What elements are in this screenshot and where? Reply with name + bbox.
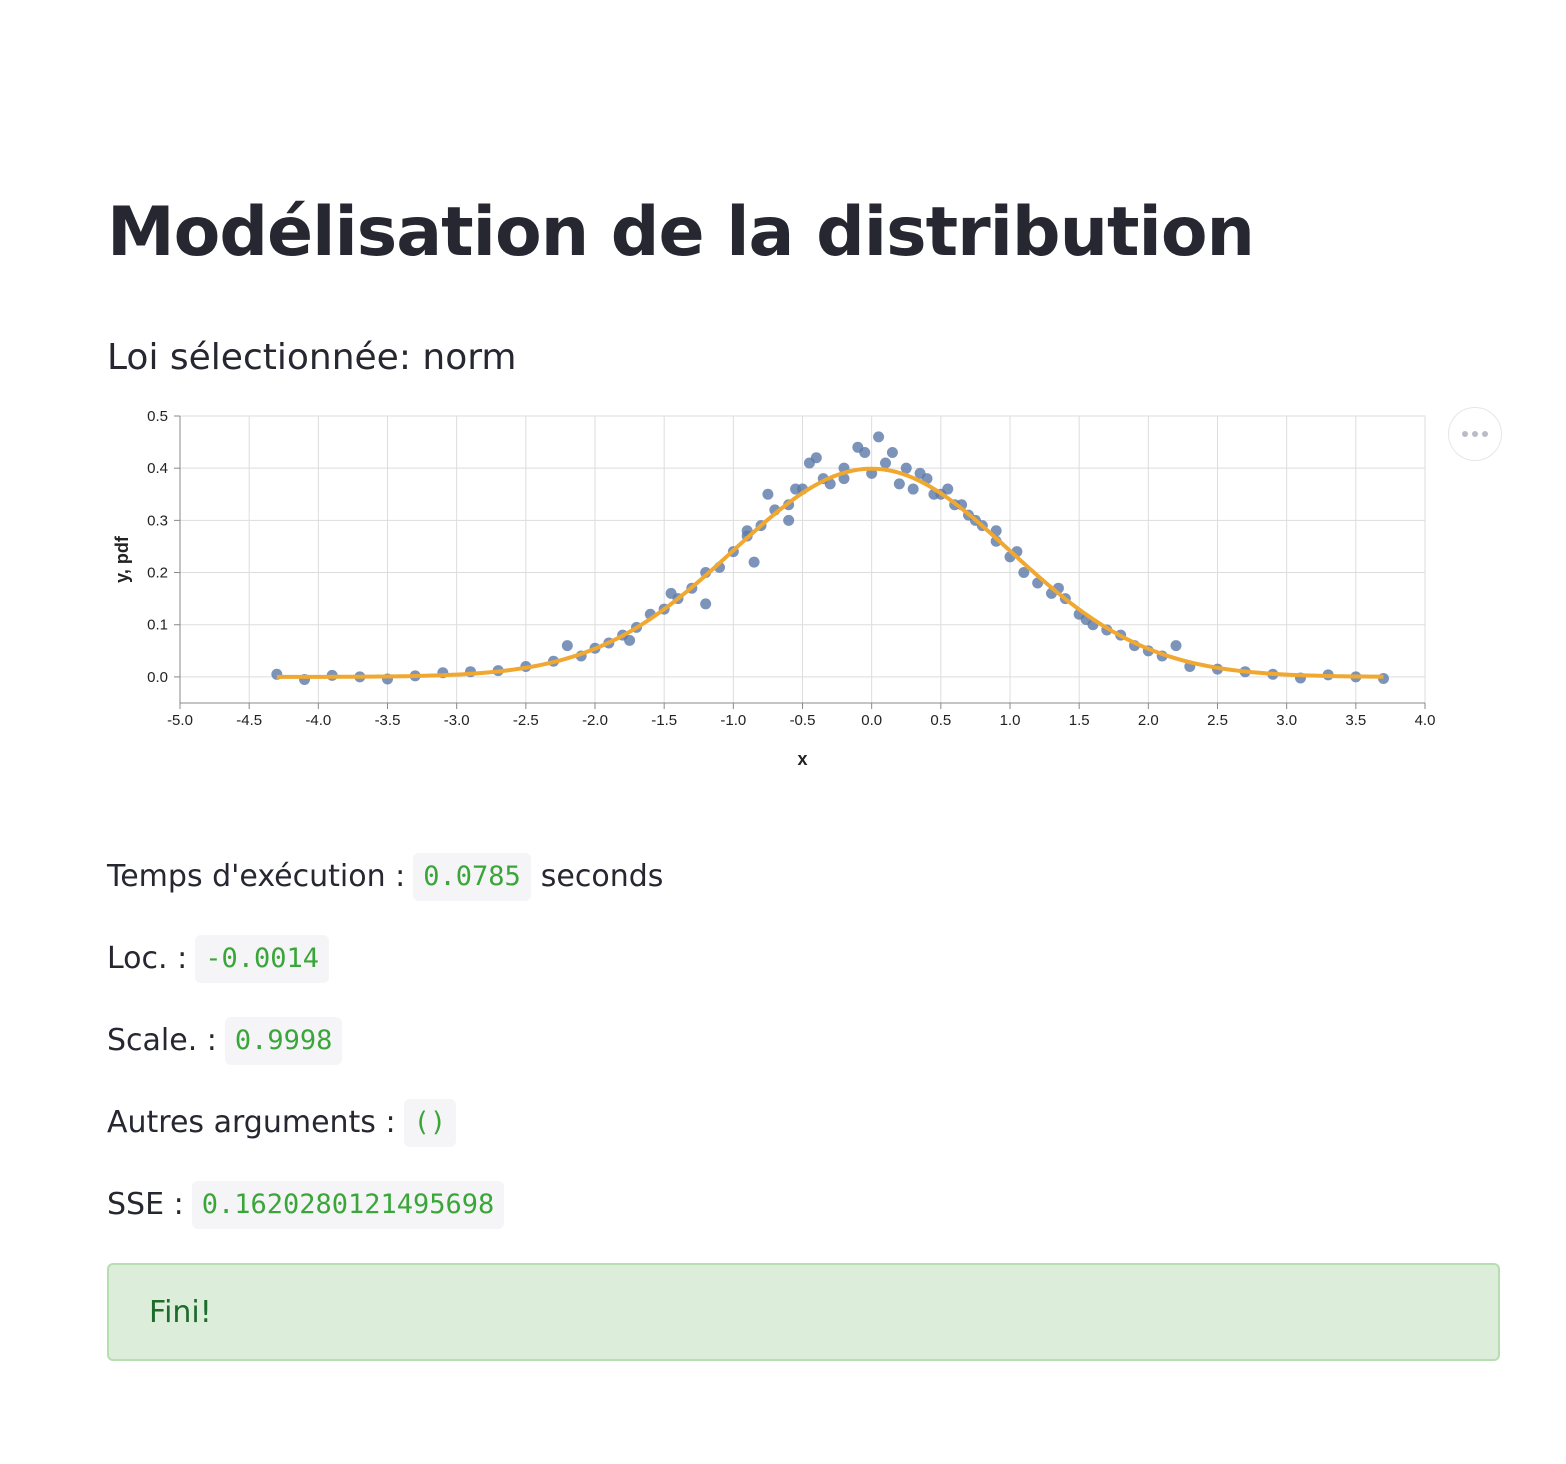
args-row: Autres arguments : () xyxy=(107,1099,457,1147)
scale-value: 0.9998 xyxy=(224,1017,343,1065)
x-tick-label: 0.5 xyxy=(930,712,951,729)
data-point xyxy=(665,587,677,599)
y-tick-label: 0.3 xyxy=(147,512,168,529)
data-point xyxy=(907,483,919,495)
x-tick-label: 4.0 xyxy=(1415,712,1436,729)
data-point xyxy=(873,431,885,443)
x-tick-label: -3.0 xyxy=(444,712,470,729)
x-tick-label: -2.0 xyxy=(582,712,608,729)
more-horizontal-icon xyxy=(1462,431,1468,437)
data-point xyxy=(783,514,795,526)
x-tick-label: -0.5 xyxy=(790,712,816,729)
x-tick-label: -4.0 xyxy=(305,712,331,729)
x-tick-label: 1.5 xyxy=(1069,712,1090,729)
data-point xyxy=(624,634,636,646)
data-point xyxy=(700,598,712,610)
scale-label: Scale. : xyxy=(107,1023,217,1058)
page-title: Modélisation de la distribution xyxy=(107,193,1255,272)
x-tick-label: 3.0 xyxy=(1276,712,1297,729)
loc-value: -0.0014 xyxy=(195,935,330,983)
x-tick-label: -1.0 xyxy=(720,712,746,729)
sse-row: SSE : 0.1620280121495698 xyxy=(107,1181,505,1229)
data-point xyxy=(561,640,573,652)
chart-menu-button[interactable] xyxy=(1448,407,1502,461)
chart-grid xyxy=(179,415,1426,704)
y-tick-label: 0.4 xyxy=(147,460,168,477)
x-tick-label: 2.5 xyxy=(1207,712,1228,729)
x-tick-label: 3.5 xyxy=(1345,712,1366,729)
section-title: Loi sélectionnée: norm xyxy=(107,337,517,378)
execution-time-value: 0.0785 xyxy=(413,853,531,901)
data-point xyxy=(1018,567,1030,579)
y-tick-label: 0.1 xyxy=(147,617,168,634)
x-tick-label: -3.5 xyxy=(375,712,401,729)
pdf-fit-line xyxy=(276,466,1384,679)
data-point xyxy=(900,462,912,474)
more-dot xyxy=(1482,431,1488,437)
loc-row: Loc. : -0.0014 xyxy=(107,935,330,983)
data-point xyxy=(880,457,891,469)
args-label: Autres arguments : xyxy=(107,1105,396,1140)
y-tick-label: 0.2 xyxy=(147,565,168,582)
sse-value: 0.1620280121495698 xyxy=(191,1181,505,1229)
more-dot xyxy=(1472,431,1478,437)
x-tick-label: -4.5 xyxy=(236,712,262,729)
data-point xyxy=(803,457,815,469)
x-tick-label: -1.5 xyxy=(651,712,677,729)
execution-time-row: Temps d'exécution : 0.0785 seconds xyxy=(107,853,663,901)
data-point xyxy=(748,556,760,568)
data-point xyxy=(914,467,926,479)
data-point xyxy=(886,447,898,459)
x-tick-label: 1.0 xyxy=(1000,712,1021,729)
loc-label: Loc. : xyxy=(107,941,188,976)
y-axis-title: y, pdf xyxy=(112,535,132,583)
data-point xyxy=(942,483,954,495)
chart-fit-line xyxy=(276,466,1384,679)
scale-row: Scale. : 0.9998 xyxy=(107,1017,343,1065)
data-point xyxy=(1170,640,1182,652)
x-tick-label: 0.0 xyxy=(861,712,882,729)
execution-time-label: Temps d'exécution : xyxy=(107,859,406,894)
x-tick-label: 2.0 xyxy=(1138,712,1159,729)
chart-axes: -5.0 -4.5 -4.0 -3.5 -3.0 -2.5 -2.0 -1.5 -1.0 -0.5… xyxy=(112,408,1435,769)
y-tick-label: 0.0 xyxy=(147,669,168,686)
args-value: () xyxy=(403,1099,457,1147)
success-alert: Fini! xyxy=(107,1263,1500,1361)
x-tick-label: -2.5 xyxy=(513,712,539,729)
success-message: Fini! xyxy=(149,1294,212,1330)
x-tick-label: -5.0 xyxy=(167,712,193,729)
data-point xyxy=(790,483,802,495)
x-axis-title: x xyxy=(797,749,807,769)
execution-time-unit: seconds xyxy=(540,859,664,894)
y-tick-label: 0.5 xyxy=(147,408,168,425)
distribution-chart: -5.0 -4.5 -4.0 -3.5 -3.0 -2.5 -2.0 -1.5 -1.0 -0.5… xyxy=(112,408,1435,769)
data-point xyxy=(838,473,850,485)
data-point xyxy=(893,478,905,490)
data-point xyxy=(859,447,871,459)
chart-points xyxy=(271,431,1389,686)
sse-label: SSE : xyxy=(107,1187,184,1222)
data-point xyxy=(762,488,774,500)
